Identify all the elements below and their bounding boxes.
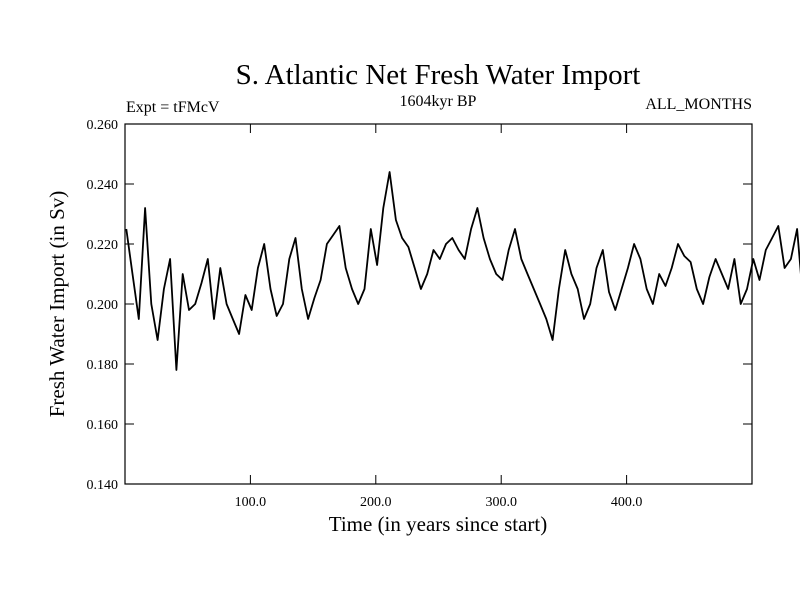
x-axis-label: Time (in years since start)	[329, 512, 548, 536]
x-tick-label: 200.0	[360, 495, 392, 510]
y-tick-label: 0.160	[87, 418, 119, 433]
y-tick-label: 0.200	[87, 298, 119, 313]
series-line	[125, 171, 800, 371]
y-axis: 0.140 0.160 0.180 0.200 0.220 0.240 0.260	[87, 118, 752, 493]
chart-annotation-left: Expt = tFMcV	[126, 99, 220, 116]
y-tick-label: 0.240	[87, 178, 119, 193]
x-tick-label: 400.0	[611, 495, 643, 510]
chart-title: S. Atlantic Net Fresh Water Import	[236, 59, 641, 91]
x-tick-label: 300.0	[485, 495, 517, 510]
chart-subtitle: 1604kyr BP	[400, 93, 477, 110]
y-tick-label: 0.180	[87, 358, 119, 373]
x-tick-label: 100.0	[235, 495, 267, 510]
y-tick-label: 0.260	[87, 118, 119, 133]
y-tick-label: 0.220	[87, 238, 119, 253]
chart-annotation-right: ALL_MONTHS	[645, 96, 752, 113]
x-axis: 100.0 200.0 300.0 400.0	[235, 124, 643, 510]
y-tick-label: 0.140	[87, 478, 119, 493]
plot-frame	[124, 123, 753, 485]
y-axis-label: Fresh Water Import (in Sv)	[45, 191, 69, 418]
